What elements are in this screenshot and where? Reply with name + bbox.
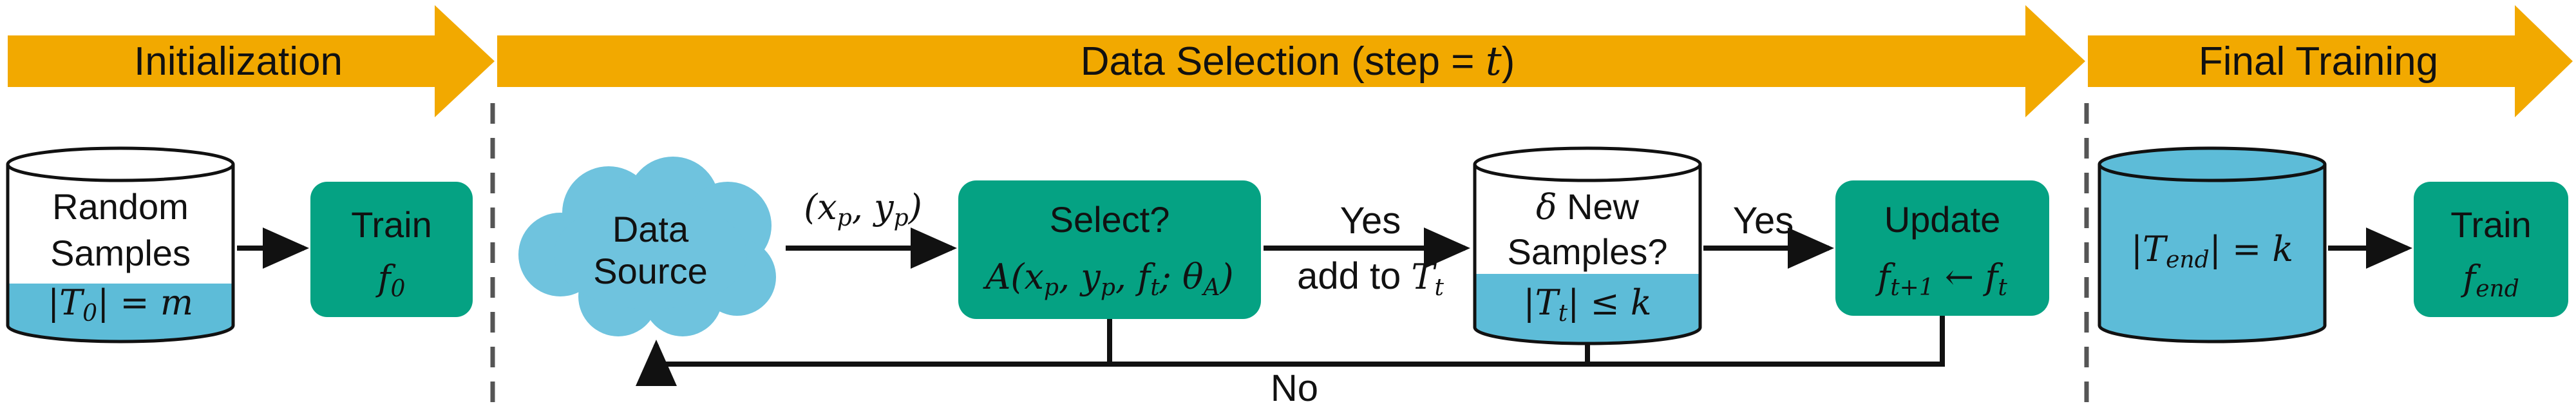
new-db-fill (1475, 274, 1700, 343)
train-initial-label: Train (351, 204, 432, 245)
phase-label-initialization: Initialization (134, 39, 343, 84)
phase-arrow-initialization (8, 5, 495, 117)
sample-pair-label: (xp, yp) (804, 187, 922, 231)
train-final-label: Train (2450, 204, 2532, 245)
new-db-count: |Tt| ≤ k (1523, 282, 1651, 327)
initial-samples-database: Random Samples |T0| = m (6, 146, 235, 343)
initial-db-line1: Random (52, 186, 189, 227)
select-rect (958, 180, 1261, 319)
train-final-rect (2414, 182, 2568, 317)
final-dataset-database: |Tend| = k (2098, 146, 2327, 343)
data-source-line1: Data (612, 209, 689, 249)
add-to-set-label: add to Tt (1297, 255, 1444, 301)
data-source-line2: Source (593, 251, 707, 291)
train-final-box: Train fend (2414, 182, 2568, 317)
new-samples-database: δ New Samples? |Tt| ≤ k (1473, 146, 1702, 345)
initial-db-outline (6, 164, 235, 343)
select-box: Select? A(xp, yp, ft; θA) (958, 180, 1261, 319)
phase-final-training: Final Training (2088, 5, 2573, 117)
initial-db-line2: Samples (50, 233, 191, 273)
phase-arrow-data-selection (497, 5, 2085, 117)
train-initial-model: f0 (375, 258, 406, 302)
select-function: A(xp, yp, ft; θA) (982, 256, 1233, 301)
initial-db-fill (8, 284, 233, 342)
select-label: Select? (1050, 199, 1170, 240)
final-db-count: |Tend| = k (2131, 229, 2293, 273)
initial-db-top (6, 146, 235, 182)
update-rule: ft+1 ← ft (1875, 256, 2007, 301)
phase-initialization: Initialization (8, 5, 495, 117)
new-db-line2: Samples? (1507, 231, 1667, 272)
phase-label-final-training: Final Training (2199, 39, 2438, 84)
new-db-line1: δ New (1536, 186, 1640, 227)
update-box: Update ft+1 ← ft (1835, 180, 2049, 316)
cloud-shape (518, 157, 776, 336)
yes-label-newdb: Yes (1733, 200, 1794, 242)
train-initial-box: Train f0 (310, 182, 473, 317)
no-feedback-loop (636, 316, 1945, 386)
final-db-body (2098, 164, 2327, 343)
update-label: Update (1884, 199, 2001, 240)
final-db-top (2098, 146, 2327, 182)
phase-label-data-selection: Data Selection (step = t) (1081, 37, 1515, 84)
data-source-cloud: Data Source (518, 157, 776, 336)
new-db-top (1473, 146, 1702, 182)
train-initial-rect (310, 182, 473, 317)
train-final-model: fend (2460, 258, 2519, 302)
phase-data-selection: Data Selection (step = t) (497, 5, 2085, 117)
no-label: No (1271, 367, 1318, 406)
phase-arrow-final-training (2088, 5, 2573, 117)
initial-db-count: |T0| = m (48, 282, 193, 327)
yes-label-select: Yes (1340, 200, 1401, 242)
update-rect (1835, 180, 2049, 316)
